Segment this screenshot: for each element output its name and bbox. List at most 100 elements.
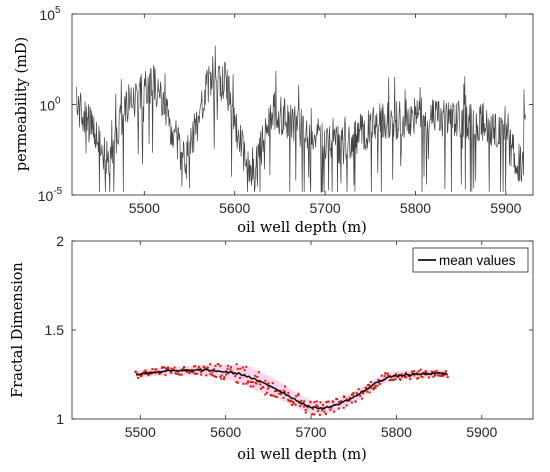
scatter-point (144, 369, 147, 372)
scatter-point (439, 375, 442, 377)
scatter-point (266, 391, 268, 394)
scatter-point (303, 405, 305, 408)
scatter-point (216, 363, 219, 366)
scatter-point (213, 368, 216, 371)
scatter-point (297, 394, 300, 397)
scatter-point (390, 378, 393, 381)
scatter-point (180, 368, 183, 371)
scatter-point (214, 364, 217, 367)
scatter-point (446, 376, 449, 379)
scatter-point (318, 413, 321, 416)
scatter-point (149, 372, 152, 375)
scatter-point (444, 370, 447, 373)
scatter-point (270, 394, 273, 397)
scatter-point (255, 382, 258, 385)
scatter-point (273, 395, 276, 398)
scatter-point (401, 375, 403, 378)
scatter-point (145, 373, 148, 376)
scatter-point (238, 376, 241, 379)
scatter-point (247, 380, 249, 383)
scatter-point (245, 382, 248, 385)
scatter-point (416, 377, 419, 380)
scatter-point (329, 408, 332, 411)
scatter-point (220, 377, 223, 380)
scatter-point (160, 366, 163, 369)
scatter-point (171, 368, 174, 371)
scatter-point (205, 374, 208, 377)
scatter-point (332, 401, 334, 403)
scatter-point (192, 371, 195, 374)
scatter-point (279, 393, 282, 396)
x-tick-label: 5600 (210, 424, 241, 440)
permeability-x-ticks: 5500 5600 5700 5800 5900 (129, 14, 522, 216)
scatter-point (137, 377, 140, 379)
scatter-point (311, 408, 314, 410)
x-tick-label: 5600 (219, 200, 250, 216)
scatter-point (287, 391, 290, 394)
scatter-point (395, 372, 398, 375)
scatter-point (420, 375, 423, 378)
scatter-point (185, 370, 188, 373)
scatter-point (335, 397, 338, 400)
scatter-point (254, 374, 257, 377)
scatter-point (167, 366, 169, 369)
scatter-point (394, 378, 397, 381)
scatter-point (386, 373, 389, 376)
scatter-point (370, 387, 373, 390)
scatter-point (260, 387, 262, 390)
scatter-point (380, 374, 383, 377)
scatter-point (316, 405, 319, 408)
scatter-point (416, 372, 419, 374)
scatter-point (205, 367, 207, 370)
x-tick-label: 5900 (466, 424, 497, 440)
scatter-point (313, 413, 316, 416)
scatter-point (182, 368, 185, 371)
scatter-point (229, 366, 232, 369)
scatter-point (257, 371, 260, 374)
scatter-point (362, 392, 364, 395)
scatter-point (342, 406, 345, 409)
scatter-point (389, 375, 391, 378)
fractal-mean-line (135, 368, 448, 411)
scatter-point (405, 371, 407, 374)
fractal-x-axis-title: oil well depth (m) (237, 447, 366, 463)
scatter-point (267, 382, 270, 385)
scatter-point (433, 370, 436, 373)
scatter-point (211, 371, 214, 374)
scatter-point (408, 375, 411, 378)
x-tick-label: 5900 (490, 200, 521, 216)
scatter-point (359, 394, 362, 397)
permeability-y-axis-title: permeability (mD) (14, 37, 30, 171)
scatter-point (436, 374, 439, 377)
x-tick-label: 5800 (400, 200, 431, 216)
scatter-point (309, 401, 312, 404)
scatter-point (338, 401, 340, 403)
scatter-point (245, 365, 248, 368)
scatter-point (330, 406, 333, 409)
scatter-point (421, 376, 424, 379)
scatter-point (209, 372, 212, 375)
scatter-point (368, 384, 370, 386)
scatter-point (229, 368, 232, 371)
scatter-point (215, 376, 217, 378)
scatter-point (249, 381, 252, 383)
scatter-point (159, 372, 162, 375)
scatter-point (154, 368, 157, 371)
scatter-point (405, 376, 408, 379)
scatter-point (242, 366, 244, 369)
scatter-point (236, 367, 239, 370)
scatter-point (219, 364, 222, 367)
scatter-point (412, 370, 415, 373)
scatter-point (409, 378, 412, 381)
scatter-point (352, 392, 355, 395)
scatter-point (234, 375, 237, 378)
scatter-point (183, 366, 185, 368)
scatter-point (235, 381, 238, 384)
scatter-point (398, 375, 401, 378)
scatter-point (194, 365, 197, 368)
scatter-point (164, 374, 167, 377)
scatter-point (350, 401, 353, 404)
scatter-point (249, 385, 252, 388)
scatter-point (262, 386, 265, 389)
scatter-point (188, 372, 191, 374)
